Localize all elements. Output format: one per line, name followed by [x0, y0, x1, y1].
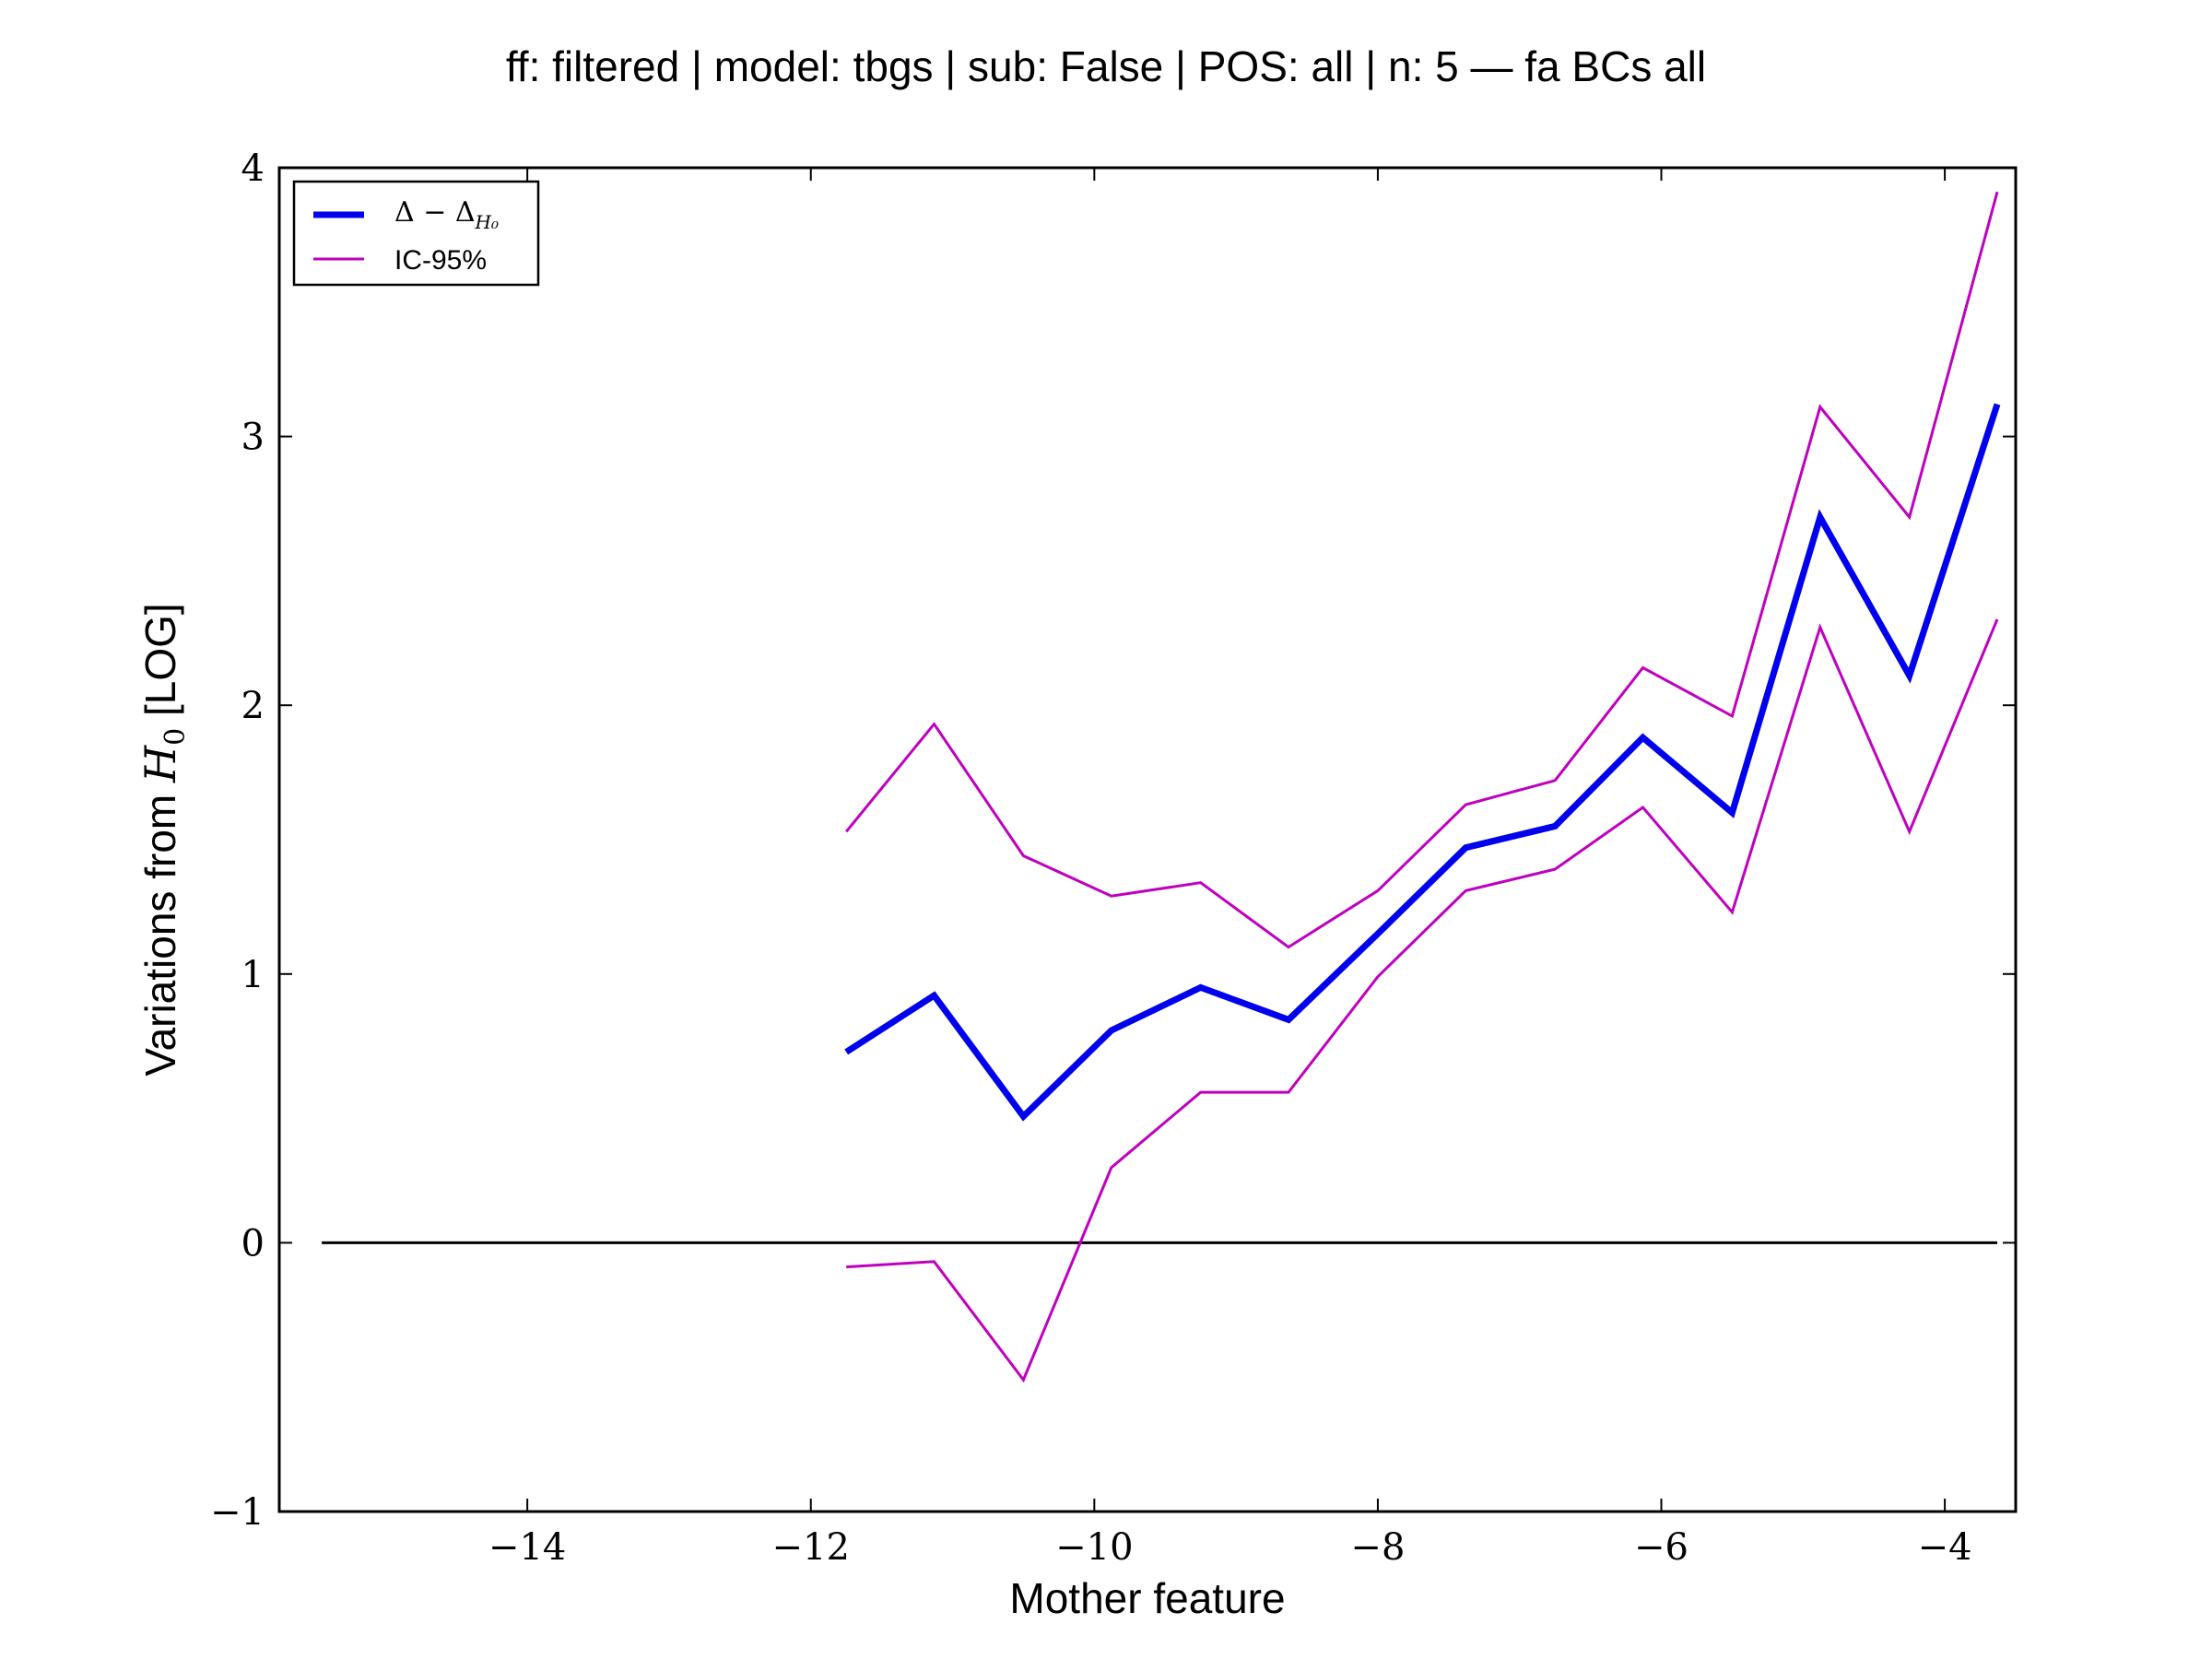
- legend-box: [292, 180, 540, 287]
- y-axis-label-math-sub: 0: [159, 728, 192, 746]
- legend-label-delta: Δ − ΔH₀: [394, 196, 499, 233]
- plot-area: [322, 191, 2001, 1383]
- legend-label-ci: IC-95%: [394, 245, 487, 276]
- x-tick-label: −6: [1634, 1526, 1688, 1569]
- chart-title: ff: filtered | model: tbgs | sub: False …: [506, 42, 1706, 90]
- y-tick-label: 0: [241, 1222, 265, 1265]
- y-axis-label: Variations from H0 [LOG]: [135, 603, 192, 1076]
- x-axis-label: Mother feature: [1009, 1574, 1285, 1622]
- y-tick-label: 3: [241, 417, 265, 459]
- x-tick-label: −4: [1918, 1526, 1972, 1569]
- x-tick-label: −12: [772, 1526, 850, 1569]
- legend: Δ − ΔH₀ IC-95%: [292, 180, 540, 287]
- x-tick-label: −10: [1055, 1526, 1133, 1569]
- series-line-delta: [844, 403, 2001, 1122]
- y-tick-label: 4: [241, 147, 265, 190]
- plot-frame: [277, 166, 2018, 1513]
- y-axis-label-suffix: [LOG]: [136, 603, 184, 727]
- y-axis-label-math: H: [135, 745, 185, 783]
- y-axis-label-prefix: Variations from: [136, 782, 184, 1077]
- legend-label-delta-sub: H₀: [475, 211, 499, 233]
- legend-label-delta-main: Δ − Δ: [394, 196, 476, 229]
- series-line-ci-upper: [845, 191, 1999, 949]
- y-tick-label: −1: [210, 1491, 265, 1534]
- y-tick-label: 2: [241, 685, 265, 727]
- series-line-ci-lower: [846, 618, 1999, 1383]
- x-tick-label: −8: [1350, 1526, 1405, 1569]
- x-tick-label: −14: [488, 1526, 566, 1569]
- y-tick-label: 1: [241, 954, 265, 996]
